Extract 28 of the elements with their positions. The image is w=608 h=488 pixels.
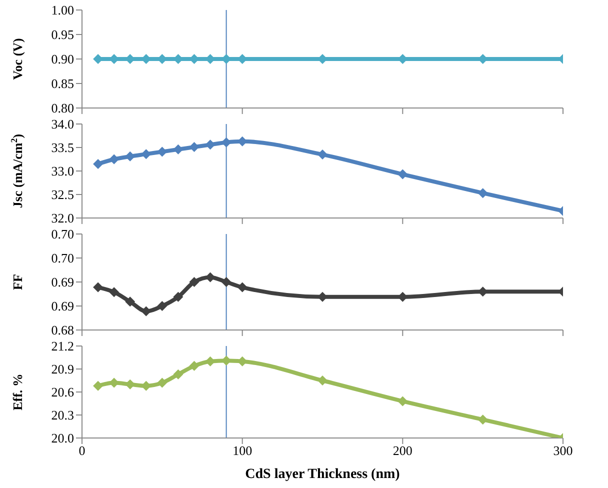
y-axis-title: Voc (V) xyxy=(10,38,25,80)
x-tick-label: 0 xyxy=(78,443,86,458)
x-tick-label: 100 xyxy=(232,443,252,458)
y-tick-label: 33.5 xyxy=(51,140,74,156)
y-tick-label: 0.80 xyxy=(51,100,74,116)
y-tick-label: 0.70 xyxy=(51,226,74,242)
y-tick-label: 0.69 xyxy=(51,298,74,314)
x-tick-label: 200 xyxy=(392,443,412,458)
y-tick-label: 32.0 xyxy=(51,210,74,226)
y-tick-label: 32.5 xyxy=(51,187,74,202)
y-tick-label: 20.3 xyxy=(51,408,74,423)
y-axis-title: Eff. % xyxy=(10,374,25,410)
x-axis-title: CdS layer Thickness (nm) xyxy=(245,467,400,482)
y-tick-label: 0.69 xyxy=(51,274,74,290)
y-tick-label: 1.00 xyxy=(51,2,74,18)
y-tick-label: 21.2 xyxy=(51,338,74,354)
y-tick-label: 0.70 xyxy=(51,250,74,266)
y-tick-label: 20.0 xyxy=(51,430,74,446)
y-tick-label: 0.85 xyxy=(51,76,74,92)
y-tick-label: 20.6 xyxy=(51,384,74,400)
x-tick-label: 300 xyxy=(553,443,573,458)
y-tick-label: 0.90 xyxy=(51,52,74,67)
y-axis-title: FF xyxy=(10,274,25,290)
y-tick-label: 34.0 xyxy=(51,116,74,132)
y-tick-label: 0.95 xyxy=(51,27,74,42)
y-tick-label: 33.0 xyxy=(51,164,74,179)
y-tick-label: 0.68 xyxy=(51,322,74,338)
y-tick-label: 20.9 xyxy=(51,362,74,377)
